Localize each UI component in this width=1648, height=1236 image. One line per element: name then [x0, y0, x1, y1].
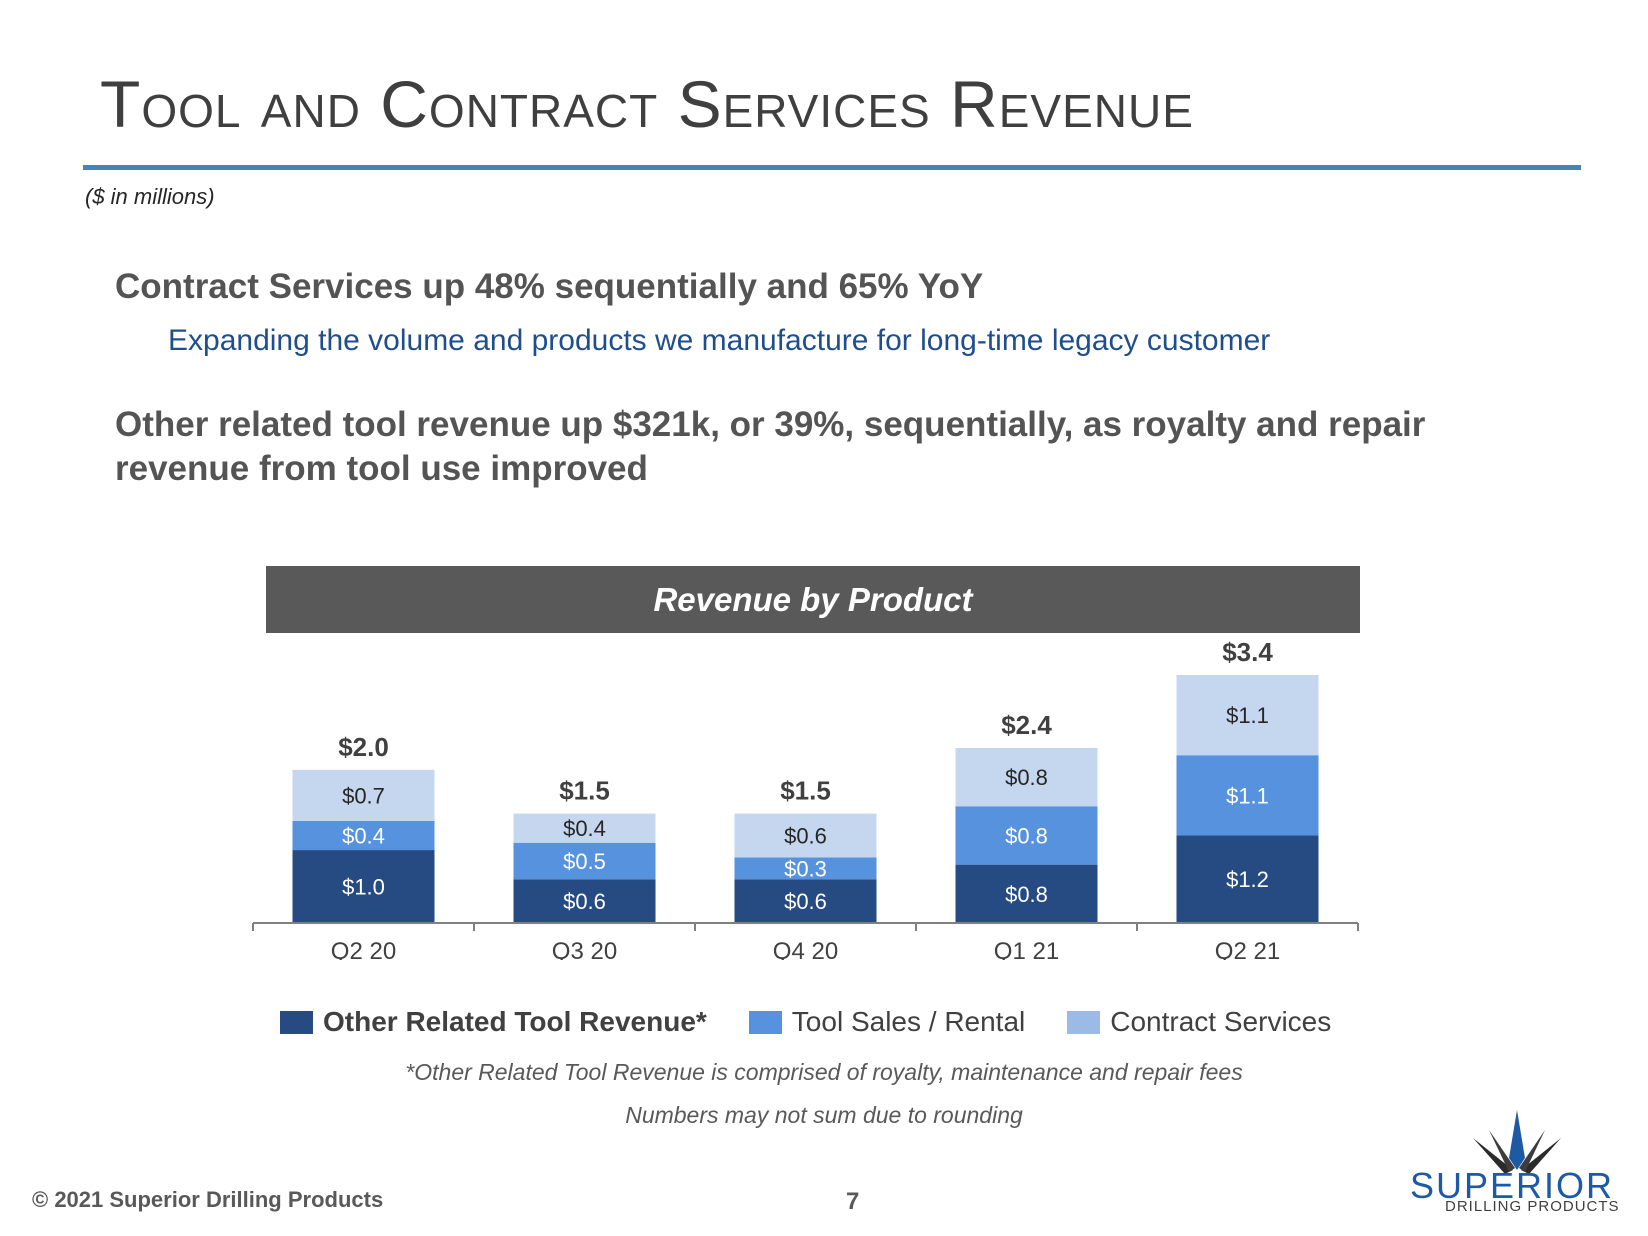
bullet-sub-expanding: Expanding the volume and products we man… [168, 324, 1271, 357]
legend-swatch-contract-services [1067, 1010, 1101, 1034]
title-divider [83, 165, 1581, 170]
total-label-q3-20: $1.5 [559, 776, 610, 806]
bar-other-related-tool-revenue-q2-20 [292, 850, 435, 923]
bar-other-related-tool-revenue-q4-20 [734, 879, 877, 923]
data-label-contract-services-q4-20: $0.6 [784, 823, 827, 848]
bar-contract-services-q4-20 [734, 813, 877, 858]
total-label-q4-20: $1.5 [780, 776, 831, 806]
data-label-other-related-tool-revenue-q4-20: $0.6 [784, 889, 827, 914]
data-label-other-related-tool-revenue-q2-21: $1.2 [1226, 867, 1269, 892]
revenue-stacked-bar-chart: $1.0 $0.4 $0.7 $2.0 Q2 20 $0.6 $0.5 $0.4 $1.5 Q3 … [252, 640, 1359, 960]
bar-contract-services-q2-21 [1176, 675, 1319, 756]
x-tick-label-q1-21: Q1 21 [994, 938, 1059, 960]
legend-item-other-related: Other Related Tool Revenue* [280, 1006, 707, 1038]
legend-label-contract-services: Contract Services [1110, 1006, 1332, 1037]
total-label-q1-21: $2.4 [1001, 710, 1052, 740]
bar-contract-services-q2-20 [292, 769, 435, 821]
bar-tool-sales-rental-q3-20 [513, 842, 656, 880]
x-tick-label-q3-20: Q3 20 [552, 938, 617, 960]
copyright: © 2021 Superior Drilling Products [32, 1187, 384, 1212]
data-label-contract-services-q2-21: $1.1 [1226, 703, 1269, 728]
legend-swatch-other-related [280, 1010, 313, 1034]
data-label-tool-sales-rental-q2-20: $0.4 [342, 823, 385, 848]
footnote-rounding: Numbers may not sum due to rounding [625, 1102, 1023, 1128]
footnote-other-related: *Other Related Tool Revenue is comprised… [405, 1059, 1243, 1085]
bar-tool-sales-rental-q1-21 [955, 806, 1098, 865]
data-label-tool-sales-rental-q1-21: $0.8 [1005, 823, 1048, 848]
bar-other-related-tool-revenue-q2-21 [1176, 835, 1319, 923]
x-tick-label-q4-20: Q4 20 [773, 938, 838, 960]
x-tick-label-q2-21: Q2 21 [1215, 938, 1280, 960]
superior-logo-icon [1473, 1110, 1561, 1174]
bar-tool-sales-rental-q2-21 [1176, 755, 1319, 836]
chart-banner: Revenue by Product [266, 566, 1360, 633]
bar-other-related-tool-revenue-q3-20 [513, 879, 656, 923]
data-label-other-related-tool-revenue-q2-20: $1.0 [342, 875, 385, 900]
legend-swatch-tool-sales [748, 1010, 782, 1034]
bar-tool-sales-rental-q2-20 [292, 820, 435, 851]
data-label-tool-sales-rental-q2-21: $1.1 [1226, 783, 1269, 808]
bar-tool-sales-rental-q4-20 [734, 857, 877, 880]
page-number: 7 [846, 1188, 860, 1215]
slide-title: Tool and Contract Services Revenue [100, 67, 1194, 141]
bar-contract-services-q3-20 [513, 813, 656, 843]
legend-item-tool-sales: Tool Sales / Rental [748, 1006, 1026, 1038]
data-label-contract-services-q1-21: $0.8 [1005, 765, 1048, 790]
bullet-contract-services: Contract Services up 48% sequentially an… [115, 267, 984, 306]
logo-wordmark: SUPERIOR [1410, 1165, 1615, 1206]
data-label-other-related-tool-revenue-q1-21: $0.8 [1005, 882, 1048, 907]
data-label-contract-services-q2-20: $0.7 [342, 783, 385, 808]
bar-other-related-tool-revenue-q1-21 [955, 864, 1098, 923]
data-label-contract-services-q3-20: $0.4 [563, 816, 606, 841]
total-label-q2-21: $3.4 [1222, 640, 1273, 667]
data-label-other-related-tool-revenue-q3-20: $0.6 [563, 889, 606, 914]
legend-label-other-related: Other Related Tool Revenue* [323, 1006, 707, 1037]
data-label-tool-sales-rental-q4-20: $0.3 [784, 856, 827, 881]
chart-legend: Other Related Tool Revenue* Tool Sales /… [280, 1006, 1373, 1038]
total-label-q2-20: $2.0 [338, 732, 389, 762]
chart-banner-title: Revenue by Product [653, 580, 973, 618]
data-label-tool-sales-rental-q3-20: $0.5 [563, 849, 606, 874]
legend-item-contract-services: Contract Services [1067, 1006, 1331, 1038]
legend-label-tool-sales: Tool Sales / Rental [791, 1006, 1026, 1037]
x-tick-label-q2-20: Q2 20 [331, 938, 396, 960]
logo-subtitle: DRILLING PRODUCTS [1445, 1198, 1620, 1215]
bullet-other-related: Other related tool revenue up $321k, or … [115, 405, 1426, 488]
units-note: ($ in millions) [85, 184, 215, 209]
bar-contract-services-q1-21 [955, 747, 1098, 807]
